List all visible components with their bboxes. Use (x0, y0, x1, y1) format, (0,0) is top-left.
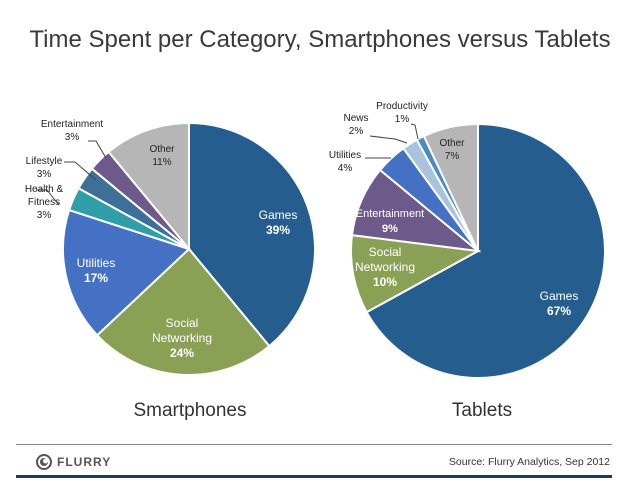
leader-line (88, 140, 107, 159)
smartphones-slice-games (188, 121, 316, 348)
smartphones-slice-other (107, 121, 190, 252)
tablets-label-utilities: Utilities 4% (329, 150, 361, 174)
smartphones-label: Smartphones (133, 400, 247, 421)
smartphones-label-health-fitness: Health & Fitness 3% (25, 184, 64, 221)
chart-title: Time Spent per Category, Smartphones ver… (29, 26, 611, 53)
tablets-label-news: News 2% (343, 113, 368, 137)
flurry-logo-icon (36, 454, 52, 470)
smartphones-slice-utilities (62, 208, 191, 337)
flurry-logo: FLURRY (36, 454, 111, 470)
tablets-slice-social-networking (350, 233, 482, 314)
leader-line (410, 123, 419, 140)
tablets-label-games: Games 67% (540, 289, 579, 318)
smartphones-slice-social-networking (95, 247, 271, 376)
tablets-label: Tablets (451, 400, 513, 421)
tablets-label-entertainment: Entertainment 9% (356, 208, 424, 235)
footer-divider (16, 444, 612, 445)
smartphones-label-social-networking: Social Networking 24% (152, 316, 212, 360)
source-note: Source: Flurry Analytics, Sep 2012 (448, 456, 610, 468)
tablets-label-social-networking: Social Networking 10% (355, 245, 415, 289)
smartphones-label-lifestyle: Lifestyle 3% (26, 156, 63, 180)
tablets-slice-games (365, 122, 606, 379)
leader-line (369, 135, 408, 144)
tablets-label-productivity: Productivity 1% (376, 101, 428, 125)
footer-bar (16, 475, 612, 478)
smartphones-label-utilities: Utilities 17% (77, 256, 116, 285)
smartphones-label-other: Other 11% (149, 144, 175, 168)
leader-line (36, 189, 60, 206)
tablets-slice-other (422, 122, 479, 252)
tablets-label-other: Other 7% (439, 138, 465, 162)
smartphones-label-games: Games 39% (259, 208, 298, 237)
smartphones-label-entertainment: Entertainment 3% (41, 119, 103, 143)
leader-line (64, 161, 97, 181)
